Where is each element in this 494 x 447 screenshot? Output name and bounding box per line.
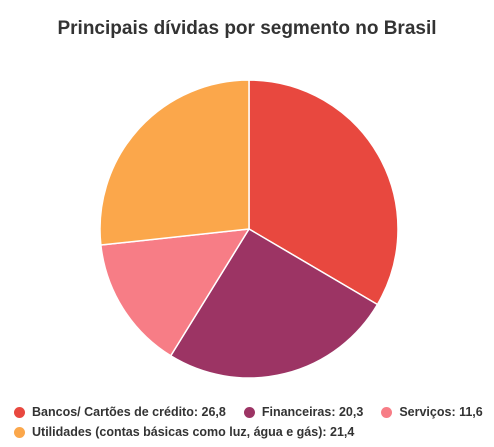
legend-item-bancos[interactable]: Bancos/ Cartões de crédito: 26,8 — [14, 402, 226, 422]
legend-marker-servicos — [381, 406, 393, 418]
legend-row: Bancos/ Cartões de crédito: 26,8 Finance… — [14, 402, 494, 422]
legend-label-bancos: Bancos/ Cartões de crédito: 26,8 — [32, 405, 226, 419]
chart-title: Principais dívidas por segmento no Brasi… — [57, 18, 437, 39]
legend-label-financeiras: Financeiras: 20,3 — [261, 405, 364, 419]
legend-label-utilidades: Utilidades (contas básicas como luz, águ… — [32, 425, 355, 439]
legend-item-servicos[interactable]: Serviços: 11,6 — [381, 402, 483, 422]
legend-item-financeiras[interactable]: Financeiras: 20,3 — [243, 402, 364, 422]
legend-marker-bancos — [14, 406, 25, 418]
pie-slice-bancos[interactable] — [248, 79, 399, 306]
pie-slice-financeiras[interactable] — [169, 228, 379, 379]
legend-item-utilidades[interactable]: Utilidades (contas básicas como luz, águ… — [14, 422, 354, 442]
pie-slice-utilidades[interactable] — [99, 79, 250, 246]
legend: Bancos/ Cartões de crédito: 26,8 Finance… — [14, 402, 494, 442]
legend-marker-financeiras — [243, 406, 255, 418]
legend-label-servicos: Serviços: 11,6 — [399, 405, 483, 419]
pie-slice-servicos[interactable] — [100, 228, 250, 357]
pie-chart — [99, 79, 399, 379]
legend-row: Utilidades (contas básicas como luz, águ… — [14, 422, 494, 442]
legend-marker-utilidades — [14, 426, 25, 438]
